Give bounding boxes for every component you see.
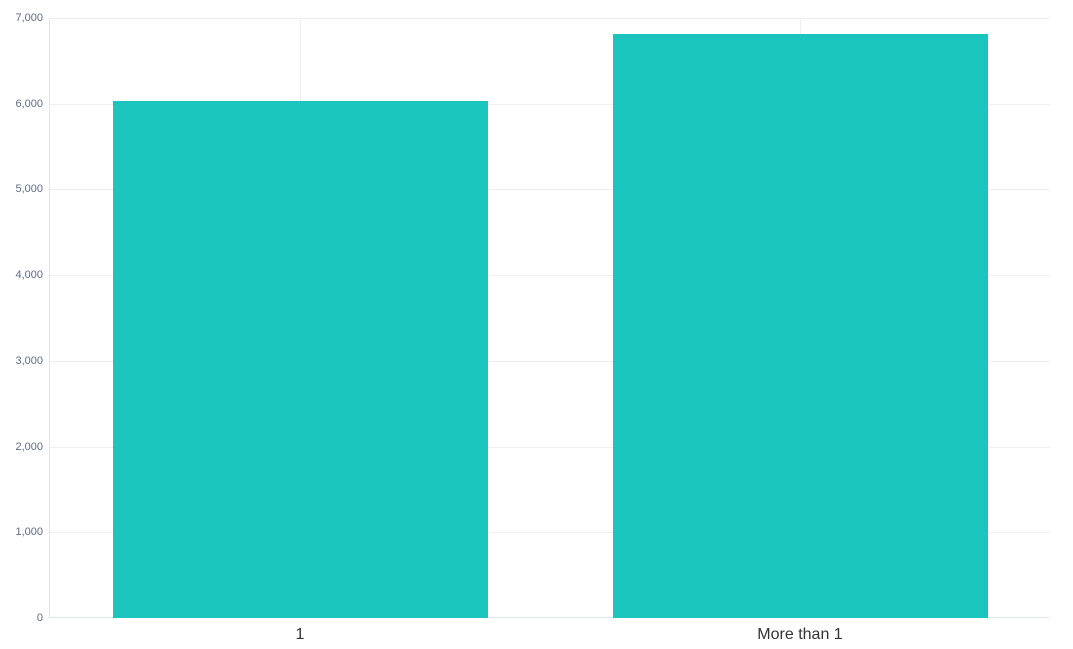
- gridline-y-7000: [50, 18, 1050, 19]
- plot-area: [49, 18, 1050, 618]
- y-tick-label-4000: 4,000: [15, 269, 43, 282]
- y-tick-label-2000: 2,000: [15, 440, 43, 453]
- bar-1[interactable]: [112, 101, 488, 618]
- bar-more-than-1[interactable]: [612, 33, 988, 618]
- y-tick-label-1000: 1,000: [15, 526, 43, 539]
- gridline-y-4000: [50, 275, 1050, 277]
- x-tick-label-more-than-1: More than 1: [757, 626, 843, 643]
- y-tick-label-5000: 5,000: [15, 183, 43, 196]
- y-axis-line: [49, 18, 50, 618]
- x-tick-label-1: 1: [295, 626, 305, 643]
- y-tick-label-3000: 3,000: [15, 354, 43, 367]
- y-axis: 0 1,000 2,000 3,000 4,000 5,000 6,000 7,000: [0, 12, 43, 624]
- gridline-y-3000: [50, 360, 1050, 362]
- gridline-y-2000: [50, 446, 1050, 448]
- x-axis-baseline: [50, 617, 1050, 618]
- y-tick-label-6000: 6,000: [15, 97, 43, 110]
- x-axis: 1 More than 1: [50, 625, 1050, 647]
- gridline-y-5000: [50, 189, 1050, 191]
- y-tick-label-7000: 7,000: [15, 12, 43, 24]
- gridline-y-6000: [50, 103, 1050, 105]
- y-tick-label-0: 0: [36, 612, 43, 624]
- gridline-y-1000: [50, 532, 1050, 534]
